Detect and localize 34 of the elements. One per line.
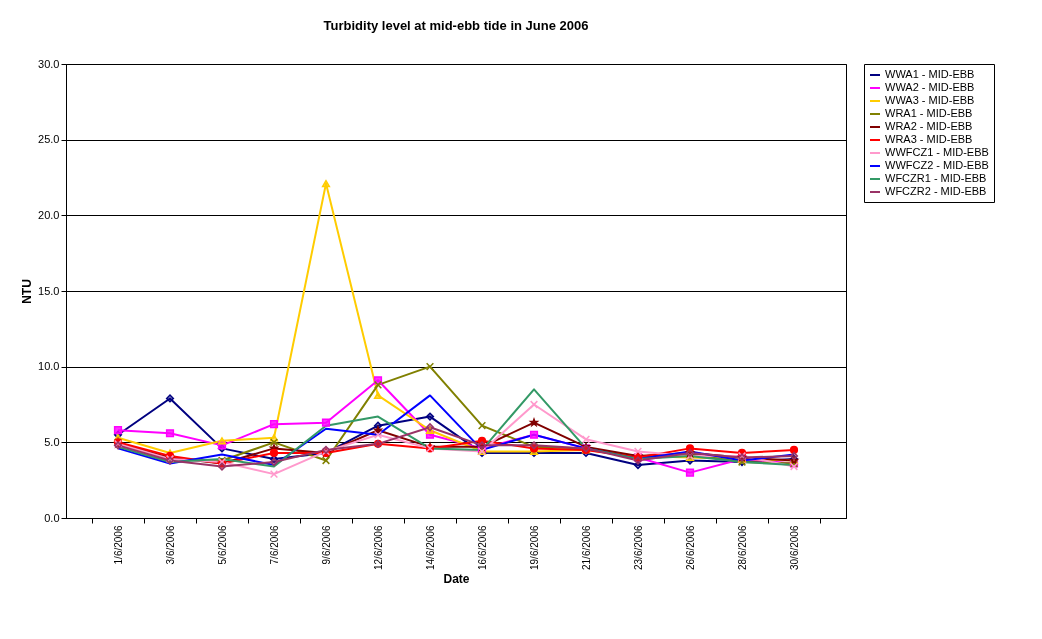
x-tick-label: 26/6/2006 [684,525,696,570]
y-axis-title: NTU [20,279,35,304]
x-tick-label: 19/6/2006 [528,525,540,570]
x-tick-label: 14/6/2006 [424,525,436,570]
legend-label: WWA1 - MID-EBB [885,68,975,80]
x-tick-label: 3/6/2006 [164,525,176,565]
legend-label: WRA2 - MID-EBB [885,120,973,132]
x-tick-label: 12/6/2006 [372,525,384,570]
x-tick-label: 1/6/2006 [112,525,124,565]
legend-label: WRA1 - MID-EBB [885,107,973,119]
chart-title: Turbidity level at mid-ebb tide in June 2006 [323,18,589,33]
legend-label: WWFCZ2 - MID-EBB [885,159,989,171]
x-tick-label: 23/6/2006 [632,525,644,570]
x-tick-label: 9/6/2006 [320,525,332,565]
y-tick-label: 10.0 [38,360,60,373]
y-tick-label: 30.0 [38,57,60,70]
legend-label: WWFCZ1 - MID-EBB [885,146,989,158]
x-axis-title: Date [443,571,470,586]
x-tick-label: 5/6/2006 [216,525,228,565]
legend-label: WFCZR1 - MID-EBB [885,172,987,184]
legend-label: WWA2 - MID-EBB [885,81,975,93]
y-tick-label: 25.0 [38,133,60,146]
x-tick-label: 21/6/2006 [580,525,592,570]
y-tick-label: 15.0 [38,284,60,297]
x-tick-label: 7/6/2006 [268,525,280,565]
x-tick-label: 28/6/2006 [736,525,748,570]
y-tick-label: 0.0 [44,511,60,524]
legend-label: WFCZR2 - MID-EBB [885,185,987,197]
y-tick-label: 5.0 [44,435,60,448]
legend-label: WWA3 - MID-EBB [885,94,975,106]
y-tick-label: 20.0 [38,208,60,221]
legend-label: WRA3 - MID-EBB [885,133,973,145]
x-tick-label: 16/6/2006 [476,525,488,570]
x-tick-label: 30/6/2006 [788,525,800,570]
